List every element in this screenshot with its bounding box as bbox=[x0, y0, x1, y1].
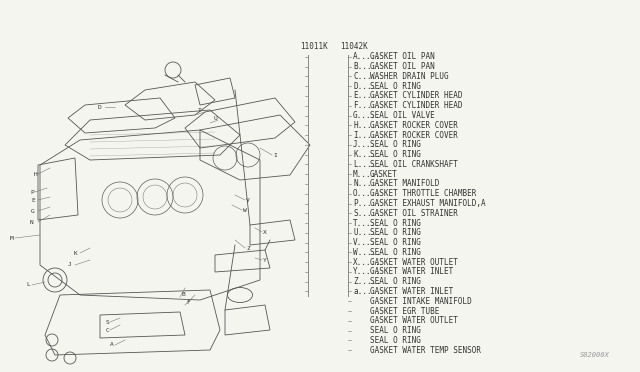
Text: L: L bbox=[26, 282, 30, 288]
Text: GASKET WATER INLET: GASKET WATER INLET bbox=[370, 287, 453, 296]
Text: N: N bbox=[30, 219, 34, 224]
Text: I: I bbox=[273, 153, 277, 157]
Text: Y.....: Y..... bbox=[353, 267, 381, 276]
Text: G: G bbox=[31, 208, 35, 214]
Text: SEAL O RING: SEAL O RING bbox=[370, 218, 421, 228]
Text: A: A bbox=[110, 343, 114, 347]
Text: P: P bbox=[30, 189, 34, 195]
Text: GASKET INTAKE MANIFOLD: GASKET INTAKE MANIFOLD bbox=[370, 297, 472, 306]
Text: A.....: A..... bbox=[353, 52, 381, 61]
Text: SEAL O RING: SEAL O RING bbox=[370, 140, 421, 149]
Text: GASKET ROCKER COVER: GASKET ROCKER COVER bbox=[370, 121, 458, 130]
Text: D.....: D..... bbox=[353, 82, 381, 91]
Text: T.....: T..... bbox=[353, 218, 381, 228]
Text: GASKET EGR TUBE: GASKET EGR TUBE bbox=[370, 307, 440, 315]
Text: K: K bbox=[73, 250, 77, 256]
Text: U: U bbox=[213, 115, 217, 121]
Text: Y: Y bbox=[263, 257, 267, 263]
Text: GASKET: GASKET bbox=[370, 170, 397, 179]
Text: H: H bbox=[33, 171, 37, 176]
Text: SEAL OIL VALVE: SEAL OIL VALVE bbox=[370, 111, 435, 120]
Text: S: S bbox=[105, 320, 109, 324]
Text: SEAL O RING: SEAL O RING bbox=[370, 238, 421, 247]
Text: SEAL OIL CRANKSHAFT: SEAL OIL CRANKSHAFT bbox=[370, 160, 458, 169]
Text: GASKET CYLINDER HEAD: GASKET CYLINDER HEAD bbox=[370, 101, 463, 110]
Text: L.....: L..... bbox=[353, 160, 381, 169]
Text: X.....: X..... bbox=[353, 258, 381, 267]
Text: GASKET WATER INLET: GASKET WATER INLET bbox=[370, 267, 453, 276]
Text: GASKET OIL PAN: GASKET OIL PAN bbox=[370, 52, 435, 61]
Text: X: X bbox=[263, 230, 267, 234]
Text: GASKET ROCKER COVER: GASKET ROCKER COVER bbox=[370, 131, 458, 140]
Text: SEAL O RING: SEAL O RING bbox=[370, 336, 421, 345]
Text: B.....: B..... bbox=[353, 62, 381, 71]
Text: Z: Z bbox=[246, 246, 250, 250]
Text: M: M bbox=[10, 235, 14, 241]
Text: GASKET MANIFOLD: GASKET MANIFOLD bbox=[370, 179, 440, 189]
Text: C: C bbox=[105, 327, 109, 333]
Text: SEAL O RING: SEAL O RING bbox=[370, 326, 421, 335]
Text: GASKET WATER TEMP SENSOR: GASKET WATER TEMP SENSOR bbox=[370, 346, 481, 355]
Text: H.....: H..... bbox=[353, 121, 381, 130]
Text: P.....: P..... bbox=[353, 199, 381, 208]
Text: 11011K: 11011K bbox=[300, 42, 328, 51]
Text: N.....: N..... bbox=[353, 179, 381, 189]
Text: Z.....: Z..... bbox=[353, 277, 381, 286]
Text: GASKET WATER OUTLET: GASKET WATER OUTLET bbox=[370, 258, 458, 267]
Text: S.....: S..... bbox=[353, 209, 381, 218]
Text: F: F bbox=[186, 301, 190, 305]
Text: F.....: F..... bbox=[353, 101, 381, 110]
Text: SEAL O RING: SEAL O RING bbox=[370, 150, 421, 159]
Text: M.....: M..... bbox=[353, 170, 381, 179]
Text: T: T bbox=[198, 108, 202, 112]
Text: 11042K: 11042K bbox=[340, 42, 368, 51]
Text: S02000X: S02000X bbox=[580, 352, 610, 358]
Text: E.....: E..... bbox=[353, 92, 381, 100]
Text: U.....: U..... bbox=[353, 228, 381, 237]
Text: GASKET OIL STRAINER: GASKET OIL STRAINER bbox=[370, 209, 458, 218]
Text: O.....: O..... bbox=[353, 189, 381, 198]
Text: V: V bbox=[246, 198, 250, 202]
Text: GASKET EXHAUST MANIFOLD,A: GASKET EXHAUST MANIFOLD,A bbox=[370, 199, 486, 208]
Text: B: B bbox=[181, 292, 185, 298]
Text: J.....: J..... bbox=[353, 140, 381, 149]
Text: E: E bbox=[31, 198, 35, 202]
Text: G.....: G..... bbox=[353, 111, 381, 120]
Text: SEAL O RING: SEAL O RING bbox=[370, 82, 421, 91]
Text: I.....: I..... bbox=[353, 131, 381, 140]
Text: GASKET CYLINDER HEAD: GASKET CYLINDER HEAD bbox=[370, 92, 463, 100]
Text: GASKET THROTTLE CHAMBER: GASKET THROTTLE CHAMBER bbox=[370, 189, 476, 198]
Text: V.....: V..... bbox=[353, 238, 381, 247]
Text: J: J bbox=[68, 263, 72, 267]
Text: GASKET WATER OUTLET: GASKET WATER OUTLET bbox=[370, 316, 458, 325]
Text: SEAL O RING: SEAL O RING bbox=[370, 248, 421, 257]
Text: C.....: C..... bbox=[353, 72, 381, 81]
Text: a.....: a..... bbox=[353, 287, 381, 296]
Text: GASKET OIL PAN: GASKET OIL PAN bbox=[370, 62, 435, 71]
Text: SEAL O RING: SEAL O RING bbox=[370, 228, 421, 237]
Text: D: D bbox=[98, 105, 102, 109]
Text: SEAL O RING: SEAL O RING bbox=[370, 277, 421, 286]
Text: W.....: W..... bbox=[353, 248, 381, 257]
Text: W: W bbox=[243, 208, 247, 212]
Text: K.....: K..... bbox=[353, 150, 381, 159]
Text: WASHER DRAIN PLUG: WASHER DRAIN PLUG bbox=[370, 72, 449, 81]
